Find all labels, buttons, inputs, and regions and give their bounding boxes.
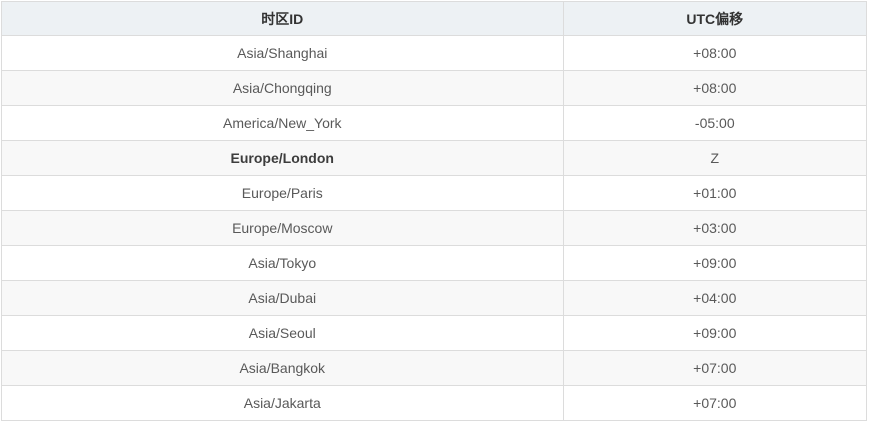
timezone-table: 时区ID UTC偏移 Asia/Shanghai +08:00 Asia/Chong… — [1, 1, 867, 421]
timezone-id-cell: Europe/London — [1, 140, 564, 176]
utc-offset-cell: +08:00 — [563, 70, 867, 106]
table-body: Asia/Shanghai +08:00 Asia/Chongqing +08:00 A… — [1, 35, 867, 421]
column-header-utc-offset: UTC偏移 — [563, 1, 867, 36]
timezone-id-cell: Asia/Seoul — [1, 315, 564, 351]
table-row: Asia/Bangkok +07:00 — [1, 350, 867, 386]
timezone-id-cell: Europe/Paris — [1, 175, 564, 211]
utc-offset-cell: +03:00 — [563, 210, 867, 246]
timezone-id-cell: Asia/Jakarta — [1, 385, 564, 421]
table-row: Asia/Dubai +04:00 — [1, 280, 867, 316]
table-row: Europe/London Z — [1, 140, 867, 176]
timezone-id-cell: Asia/Dubai — [1, 280, 564, 316]
table-row: Europe/Moscow +03:00 — [1, 210, 867, 246]
timezone-id-cell: Asia/Tokyo — [1, 245, 564, 281]
utc-offset-cell: -05:00 — [563, 105, 867, 141]
timezone-id-cell: Asia/Chongqing — [1, 70, 564, 106]
table-row: Asia/Tokyo +09:00 — [1, 245, 867, 281]
header-row: 时区ID UTC偏移 — [1, 1, 867, 36]
utc-offset-cell: +07:00 — [563, 385, 867, 421]
table-row: Asia/Seoul +09:00 — [1, 315, 867, 351]
utc-offset-cell: +09:00 — [563, 315, 867, 351]
table-row: Asia/Chongqing +08:00 — [1, 70, 867, 106]
timezone-id-cell: Asia/Shanghai — [1, 35, 564, 71]
utc-offset-cell: +07:00 — [563, 350, 867, 386]
timezone-id-cell: America/New_York — [1, 105, 564, 141]
table-row: America/New_York -05:00 — [1, 105, 867, 141]
table-header: 时区ID UTC偏移 — [1, 1, 867, 36]
utc-offset-cell: +09:00 — [563, 245, 867, 281]
utc-offset-cell: +01:00 — [563, 175, 867, 211]
utc-offset-cell: +08:00 — [563, 35, 867, 71]
table-row: Europe/Paris +01:00 — [1, 175, 867, 211]
utc-offset-cell: +04:00 — [563, 280, 867, 316]
utc-offset-cell: Z — [563, 140, 867, 176]
timezone-id-cell: Asia/Bangkok — [1, 350, 564, 386]
timezone-id-cell: Europe/Moscow — [1, 210, 564, 246]
table-row: Asia/Shanghai +08:00 — [1, 35, 867, 71]
table-row: Asia/Jakarta +07:00 — [1, 385, 867, 421]
column-header-timezone-id: 时区ID — [1, 1, 564, 36]
